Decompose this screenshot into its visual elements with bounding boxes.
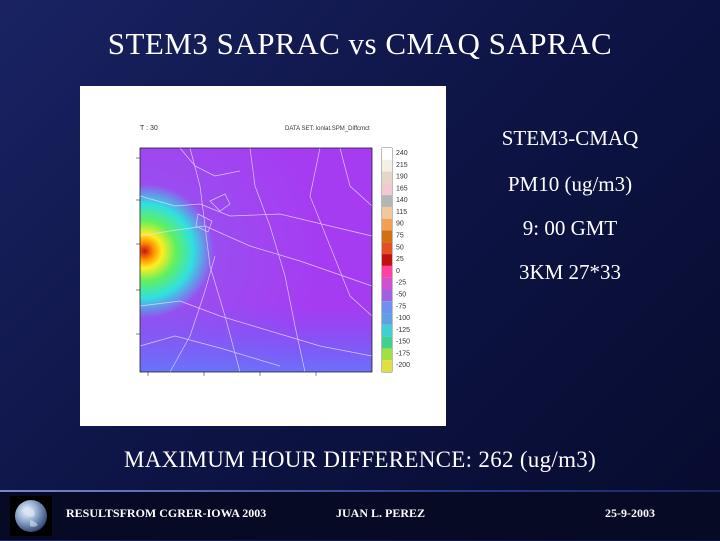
colorbar-cell <box>382 206 392 219</box>
colorbar-cell <box>382 159 392 172</box>
colorbar-cell <box>382 313 392 325</box>
colorbar-cell <box>382 242 392 255</box>
colorbar-label: 115 <box>396 209 407 216</box>
colorbar-cell <box>382 360 392 372</box>
colorbar-cell <box>382 195 392 207</box>
side-label-comparison: STEM3-CMAQ <box>501 126 639 150</box>
colorbar-cell <box>382 277 392 290</box>
side-label-pollutant: PM10 (ug/m3) <box>507 172 633 196</box>
colorbar-cell <box>382 324 392 337</box>
colorbar-label: 90 <box>396 221 404 228</box>
colorbar-label: -125 <box>396 327 410 334</box>
colorbar-label: -75 <box>396 303 406 310</box>
footer-bar <box>0 490 720 540</box>
footer-source: RESULTSFROM CGRER-IOWA 2003 <box>66 506 267 520</box>
colorbar-label: -150 <box>396 339 410 346</box>
globe-icon <box>10 496 52 536</box>
colorbar-label: 50 <box>396 244 404 251</box>
colorbar-label: -100 <box>396 315 410 322</box>
colorbar: 240 215 190 165 140 115 90 75 50 25 0 -25 -50 -75 -100… <box>381 147 410 373</box>
road-lines <box>139 147 373 373</box>
colorbar-cell <box>382 171 392 184</box>
colorbar-cell <box>382 265 392 278</box>
difference-map: T : 30 DATA SET: lonlat.SPM_Diffcmct 240… <box>136 125 410 376</box>
difference-map-image: T : 30 DATA SET: lonlat.SPM_Diffcmct 240… <box>80 86 446 426</box>
side-label-time: 9: 00 GMT <box>522 216 618 240</box>
colorbar-cell <box>382 301 392 314</box>
colorbar-label: 190 <box>396 174 408 181</box>
footer-author: JUAN L. PEREZ <box>336 506 426 520</box>
colorbar-cell <box>382 336 392 349</box>
colorbar-label: 75 <box>396 233 404 240</box>
colorbar-label: 215 <box>396 162 408 169</box>
colorbar-cell <box>382 148 392 160</box>
colorbar-label: -25 <box>396 280 406 287</box>
colorbar-cell <box>382 289 392 302</box>
colorbar-label: -200 <box>396 362 410 369</box>
colorbar-label: 0 <box>396 268 400 275</box>
colorbar-label: -50 <box>396 291 406 298</box>
colorbar-label: 165 <box>396 185 408 192</box>
footer-divider <box>0 490 720 492</box>
footer-date: 25-9-2003 <box>605 506 655 520</box>
colorbar-cell <box>382 348 392 361</box>
colorbar-label: -175 <box>396 350 410 357</box>
colorbar-label: 240 <box>396 150 408 157</box>
side-label-grid: 3KM 27*33 <box>518 260 622 284</box>
max-difference-label: MAXIMUM HOUR DIFFERENCE: 262 (ug/m3) <box>123 447 597 472</box>
colorbar-cell <box>382 230 392 243</box>
map-header-left: T : 30 <box>140 125 158 132</box>
colorbar-label: 25 <box>396 256 404 263</box>
colorbar-cell <box>382 183 392 196</box>
colorbar-cell <box>382 218 392 231</box>
colorbar-label: 140 <box>396 197 408 204</box>
map-header-center: DATA SET: lonlat.SPM_Diffcmct <box>285 126 370 132</box>
slide-title: STEM3 SAPRAC vs CMAQ SAPRAC <box>107 26 613 61</box>
colorbar-cell <box>382 254 392 266</box>
